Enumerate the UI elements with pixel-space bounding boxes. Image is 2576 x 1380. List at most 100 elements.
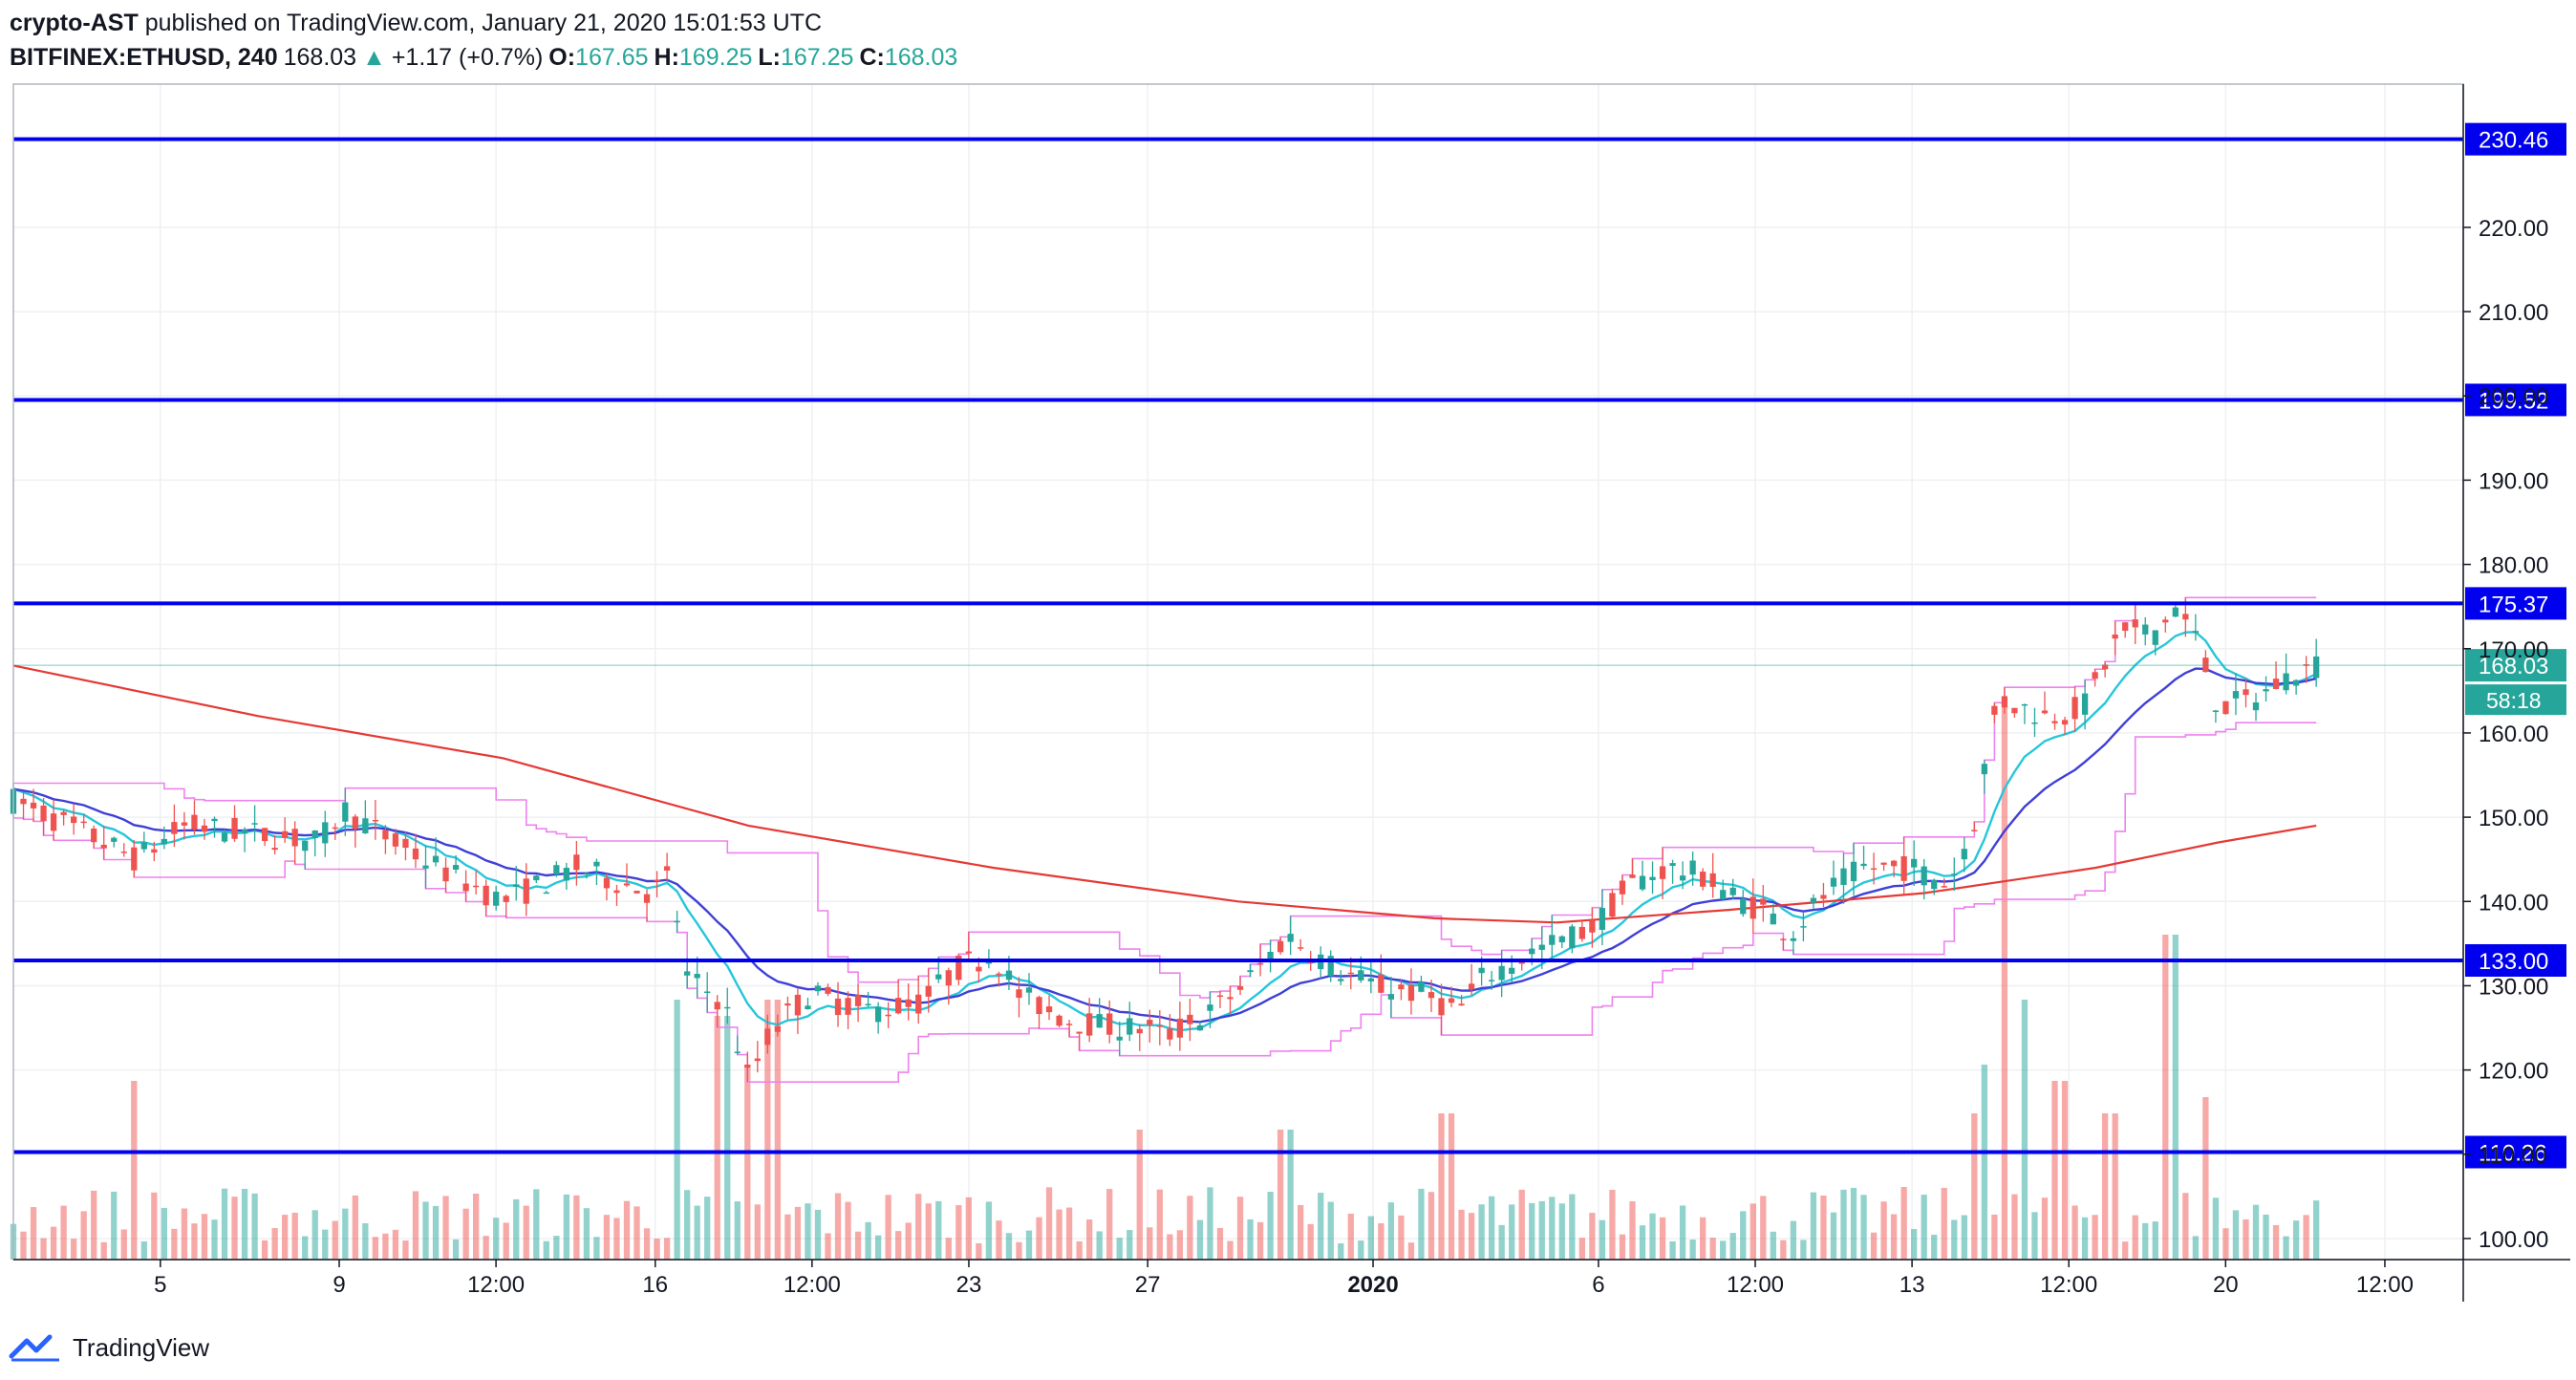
- candle: [1156, 1009, 1163, 1046]
- candle: [1338, 970, 1344, 985]
- candle-body: [553, 865, 560, 874]
- candle-body: [2001, 696, 2008, 708]
- volume-bar: [905, 1222, 912, 1260]
- candle-body: [814, 985, 822, 992]
- volume-bar: [221, 1188, 228, 1260]
- candle-body: [1216, 995, 1224, 998]
- open-value: 167.65: [575, 44, 649, 71]
- volume-bar: [1247, 1218, 1254, 1260]
- volume-bar: [633, 1206, 640, 1260]
- candle: [2232, 673, 2240, 716]
- x-tick-label: 12:00: [467, 1272, 525, 1298]
- symbol-name[interactable]: BITFINEX:ETHUSD, 240: [10, 44, 278, 71]
- level-label-bg: [2465, 1135, 2566, 1169]
- volume-bar: [140, 1240, 147, 1260]
- tradingview-logo-icon[interactable]: [8, 1331, 63, 1364]
- candle: [1347, 957, 1354, 990]
- candle: [111, 836, 118, 848]
- volume-bar: [744, 1065, 751, 1260]
- volume-bar: [60, 1205, 67, 1260]
- candle: [1840, 852, 1847, 904]
- candle-body: [342, 802, 349, 822]
- candle: [100, 826, 107, 860]
- candle-body: [171, 822, 178, 834]
- volume-bar: [1187, 1196, 1193, 1260]
- candle-body: [251, 823, 258, 825]
- candle: [2081, 679, 2089, 730]
- volume-bar: [91, 1190, 97, 1260]
- volume-bar: [1267, 1192, 1274, 1260]
- candle: [40, 798, 47, 836]
- volume-bar: [1358, 1240, 1364, 1260]
- candle: [1941, 877, 1947, 888]
- candle-body: [2031, 722, 2038, 724]
- horizontal-levels[interactable]: 230.46 199.52 175.37 133.00 110.26 168.03 58:1…: [13, 122, 2566, 1169]
- candle-body: [1298, 947, 1304, 949]
- volume-bar: [1236, 1197, 1244, 1260]
- candle-body: [332, 827, 338, 830]
- candle: [140, 831, 147, 853]
- candle: [1639, 860, 1646, 892]
- author-name[interactable]: crypto-AST: [10, 10, 139, 36]
- candle: [1679, 861, 1686, 890]
- level-label-bg: [2465, 122, 2566, 156]
- candle: [311, 830, 318, 857]
- candle: [1267, 939, 1274, 973]
- tradingview-brand[interactable]: TradingView: [73, 1332, 210, 1362]
- candle-body: [663, 866, 671, 871]
- volume-bar: [1649, 1213, 1656, 1260]
- candle-body: [140, 842, 147, 850]
- volume-bar: [513, 1198, 520, 1260]
- volume-bar: [1076, 1240, 1083, 1260]
- candle-body: [533, 875, 540, 881]
- volume-bar: [1277, 1130, 1284, 1260]
- candle: [1518, 960, 1525, 971]
- candle-body: [60, 811, 67, 815]
- level-label: 110.26: [2479, 1140, 2547, 1166]
- volume-bar: [1830, 1212, 1837, 1260]
- candle: [845, 991, 851, 1029]
- candle-body: [905, 999, 912, 1007]
- volume-bar: [1367, 1216, 1374, 1260]
- volume-bar: [663, 1238, 671, 1260]
- candle: [181, 811, 188, 840]
- candle-body: [854, 995, 862, 1006]
- candle-body: [382, 830, 389, 840]
- candle-body: [1538, 944, 1545, 950]
- candle-body: [1056, 1015, 1063, 1026]
- candle-body: [603, 877, 611, 889]
- candle-body: [1880, 862, 1887, 865]
- volume-bar: [171, 1228, 178, 1260]
- candle: [573, 840, 580, 886]
- volume-bar: [1005, 1233, 1013, 1260]
- volume-bar: [2122, 1241, 2129, 1260]
- volume-bar: [543, 1240, 549, 1260]
- candle-body: [1498, 965, 1505, 981]
- volume-bar: [1740, 1211, 1747, 1260]
- candle-body: [2112, 634, 2118, 639]
- candle: [1880, 862, 1887, 872]
- candle-body: [1981, 764, 1987, 775]
- candle: [151, 841, 158, 862]
- candle: [452, 854, 460, 873]
- candle: [2061, 717, 2069, 735]
- candle: [2152, 630, 2158, 656]
- volume-bar: [342, 1208, 349, 1260]
- candle: [1900, 836, 1907, 895]
- volume-bar: [1468, 1213, 1475, 1260]
- candle-body: [1578, 926, 1585, 939]
- candle-body: [71, 816, 77, 824]
- candle-body: [2222, 701, 2229, 715]
- candle-body: [1367, 978, 1374, 981]
- candle: [422, 845, 429, 889]
- candle-body: [1267, 951, 1274, 960]
- volume-bar: [1679, 1205, 1686, 1260]
- volume-bar: [1116, 1238, 1123, 1260]
- volume-bar: [1036, 1217, 1042, 1260]
- candle-body: [1569, 926, 1576, 949]
- candle-body: [1207, 1004, 1213, 1011]
- volume-bar: [151, 1192, 158, 1260]
- candle-body: [191, 814, 198, 830]
- candle-body: [493, 892, 500, 906]
